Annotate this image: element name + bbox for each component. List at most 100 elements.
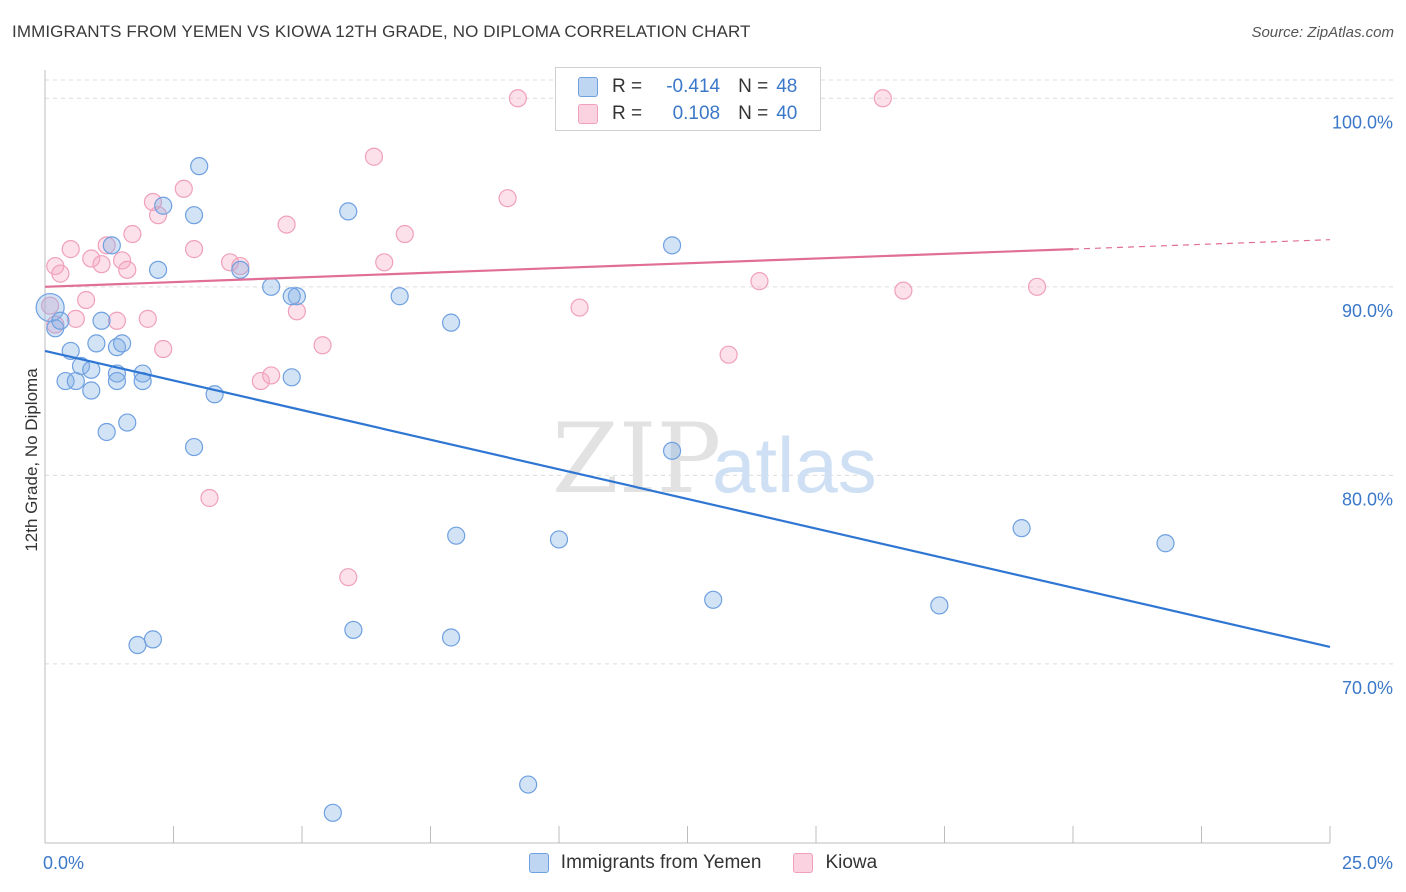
y-tick-label: 90.0% <box>1342 301 1393 321</box>
yemen-point <box>704 590 723 609</box>
yemen-point <box>148 260 168 279</box>
legend-r-value-kiowa: 0.108 <box>672 103 721 124</box>
yemen-point <box>107 371 127 391</box>
kiowa-point <box>184 240 204 259</box>
kiowa-point <box>719 345 738 364</box>
kiowa-point <box>339 568 358 587</box>
yemen-point <box>339 202 358 221</box>
kiowa-point <box>123 224 142 244</box>
yemen-point <box>1156 534 1175 553</box>
kiowa-point <box>41 296 60 315</box>
legend-r-label: R = <box>612 76 643 97</box>
kiowa-point <box>118 260 137 279</box>
yemen-point <box>97 422 116 442</box>
kiowa-point <box>112 251 132 270</box>
yemen-point <box>282 368 301 387</box>
x-tick-label: 25.0% <box>1342 853 1393 873</box>
kiowa-points <box>41 89 1047 587</box>
kiowa-point <box>570 298 589 317</box>
legend-n-label: N = <box>738 76 769 97</box>
yemen-point <box>82 381 101 400</box>
yemen-point <box>390 287 409 306</box>
yemen-point <box>1012 519 1031 538</box>
kiowa-point <box>107 311 127 330</box>
kiowa-point <box>395 224 414 244</box>
yemen-point <box>184 206 204 225</box>
kiowa-point <box>1027 277 1047 296</box>
kiowa-point <box>154 339 173 359</box>
y-tick-label: 70.0% <box>1342 678 1393 698</box>
y-axis-label: 12th Grade, No Diploma <box>22 368 41 552</box>
legend-row-kiowa: R = 0.108 N = 40 <box>578 101 797 127</box>
yemen-point <box>118 413 137 432</box>
kiowa-point <box>61 240 80 259</box>
kiowa-trend-line <box>44 248 1074 288</box>
legend-swatch-yemen <box>578 77 598 97</box>
yemen-points <box>35 157 1175 822</box>
yemen-point <box>441 313 461 332</box>
kiowa-point <box>92 255 111 274</box>
kiowa-point <box>51 264 70 283</box>
kiowa-point <box>313 336 332 355</box>
legend-swatch-yemen <box>528 853 549 873</box>
kiowa-point <box>200 488 219 508</box>
kiowa-point <box>375 253 394 272</box>
yemen-point <box>287 287 306 306</box>
yemen-point <box>447 526 466 545</box>
yemen-point <box>231 260 250 279</box>
yemen-point <box>441 628 461 647</box>
yemen-point <box>930 596 949 615</box>
axes <box>44 70 1331 844</box>
kiowa-point <box>82 249 101 268</box>
yemen-point <box>190 157 209 176</box>
yemen-point <box>92 311 111 330</box>
kiowa-point <box>277 215 296 234</box>
yemen-point <box>56 371 75 391</box>
legend-swatch-kiowa <box>578 104 598 124</box>
yemen-point <box>102 236 121 255</box>
legend-n-value-yemen: 48 <box>776 76 798 97</box>
yemen-point <box>112 334 132 353</box>
kiowa-point <box>364 147 384 166</box>
legend-n-value-kiowa: 40 <box>776 103 798 124</box>
kiowa-trend-extension <box>1072 239 1331 250</box>
yemen-point <box>282 287 301 306</box>
yemen-point <box>66 371 85 391</box>
yemen-point <box>184 437 204 457</box>
kiowa-point <box>148 206 168 225</box>
kiowa-point <box>262 366 281 385</box>
trend-lines <box>44 239 1331 648</box>
yemen-point <box>549 530 569 549</box>
yemen-point <box>519 775 538 794</box>
chart-title: IMMIGRANTS FROM YEMEN VS KIOWA 12TH GRAD… <box>12 22 751 41</box>
series-legend: Immigrants from Yemen Kiowa <box>0 852 1406 874</box>
yemen-point <box>51 311 70 330</box>
kiowa-point <box>251 371 270 391</box>
kiowa-point <box>894 281 913 300</box>
kiowa-point <box>220 253 240 272</box>
legend-r-label: R = <box>612 103 643 124</box>
grid-lines <box>45 79 1395 665</box>
y-tick-label: 100.0% <box>1332 112 1393 132</box>
yemen-point <box>128 635 147 655</box>
kiowa-point <box>174 179 193 198</box>
legend-row-yemen: R = -0.414 N = 48 <box>578 74 797 100</box>
watermark-zip: ZIP <box>552 403 721 515</box>
legend-label-yemen: Immigrants from Yemen <box>560 852 762 873</box>
yemen-point <box>143 630 163 649</box>
kiowa-point <box>750 272 769 291</box>
kiowa-point <box>138 309 157 328</box>
yemen-point <box>154 196 173 215</box>
kiowa-point <box>77 290 96 310</box>
yemen-point <box>344 620 363 640</box>
yemen-point <box>71 356 91 376</box>
yemen-trend-line <box>44 349 1331 648</box>
x-tick-label: 0.0% <box>43 853 84 873</box>
watermark: ZIP atlas <box>552 403 877 515</box>
legend-swatch-kiowa <box>793 853 814 873</box>
legend-r-value-yemen: -0.414 <box>666 76 721 97</box>
yemen-point <box>262 277 281 296</box>
legend-item-yemen: Immigrants from Yemen <box>528 852 762 874</box>
yemen-point <box>323 803 342 822</box>
